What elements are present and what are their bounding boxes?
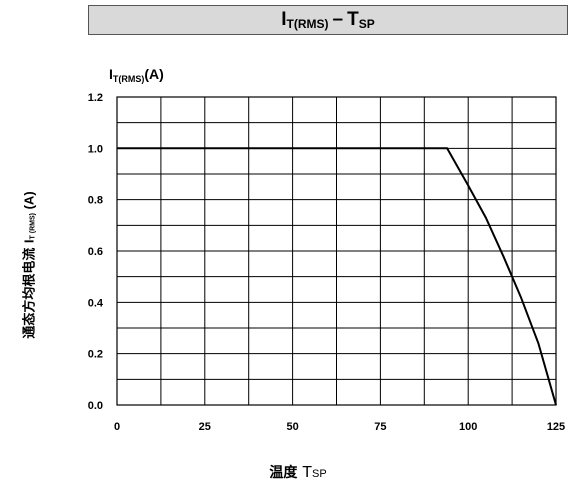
plot-frame [116, 96, 557, 406]
y-tick-label: 0.6 [88, 246, 103, 258]
x-axis-label: 温度 TSP [269, 464, 327, 481]
x-tick-label: 125 [547, 421, 565, 433]
y-tick-label: 1.2 [88, 92, 103, 104]
x-tick-label: 50 [286, 421, 298, 433]
y-axis-unit-label: IT(RMS)(A) [109, 66, 164, 84]
chart-title-box: IT(RMS) – TSP [88, 5, 568, 35]
chart-title: IT(RMS) – TSP [281, 9, 375, 31]
y-tick-label: 0.8 [88, 195, 103, 207]
series-line [117, 147, 557, 406]
x-tick-label: 0 [114, 421, 120, 433]
y-tick-label: 0.2 [88, 349, 103, 361]
x-tick-label: 25 [199, 421, 211, 433]
x-tick-label: 100 [459, 421, 477, 433]
y-tick-label: 0.4 [88, 297, 104, 309]
y-tick-label: 0.0 [88, 400, 103, 412]
y-tick-label: 1.0 [88, 143, 103, 155]
x-tick-label: 75 [374, 421, 386, 433]
